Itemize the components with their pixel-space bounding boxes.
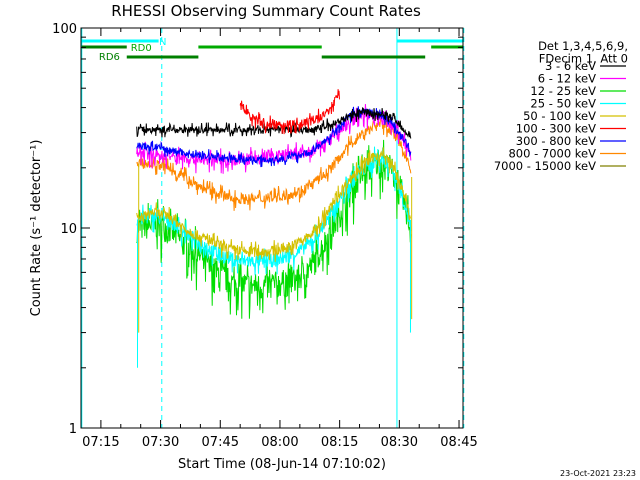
legend-entry-4: 50 - 100 keV [523,109,596,123]
series-line-3 [136,146,412,276]
legend-header-0: Det 1,3,4,5,6,9, [538,39,628,53]
y-tick-label-1: 10 [60,222,77,237]
legend: Det 1,3,4,5,6,9,FDecim 1, Att 03 - 6 keV… [494,39,628,173]
legend-entry-8: 7000 - 15000 keV [494,159,596,173]
chart-title: RHESSI Observing Summary Count Rates [111,2,421,20]
x-tick-label-3: 08:00 [261,435,298,450]
y-tick-label-0: 1 [69,422,77,437]
legend-entry-7: 800 - 7000 keV [508,147,596,161]
series-line-4 [136,147,412,262]
x-tick-label-4: 08:15 [321,435,358,450]
flag-label-2: RD6 [99,52,120,63]
data-layer: N RD0 RD6 [81,28,465,428]
series-line-2 [136,139,412,319]
legend-header-1: FDecim 1, Att 0 [539,52,628,66]
legend-entry-1: 6 - 12 keV [538,72,596,86]
x-tick-label-1: 07:30 [142,435,179,450]
legend-entry-5: 100 - 300 keV [516,122,596,136]
legend-entry-2: 12 - 25 keV [530,84,596,98]
x-tick-label-6: 08:45 [440,435,477,450]
series-line-5 [239,89,340,135]
x-tick-label-2: 07:45 [202,435,239,450]
legend-entry-6: 300 - 800 keV [516,134,596,148]
timestamp: 23-Oct-2021 23:23 [560,469,636,478]
legend-entry-3: 25 - 50 keV [530,97,596,111]
flag-label-0: N [159,37,166,48]
x-axis-label: Start Time (08-Jun-14 07:10:02) [178,457,386,472]
series-line-7 [136,115,412,211]
y-tick-label-2: 100 [52,22,77,37]
x-tick-label-5: 08:30 [381,435,418,450]
x-tick-label-0: 07:15 [82,435,119,450]
y-axis-label: Count Rate (s⁻¹ detector⁻¹) [29,140,44,317]
axes-layer: 07:15 07:30 07:45 08:00 08:15 08:30 08:45 1 10 10… [52,22,478,450]
flag-label-1: RD0 [131,43,152,54]
legend-entry-0: 3 - 6 keV [545,59,596,73]
